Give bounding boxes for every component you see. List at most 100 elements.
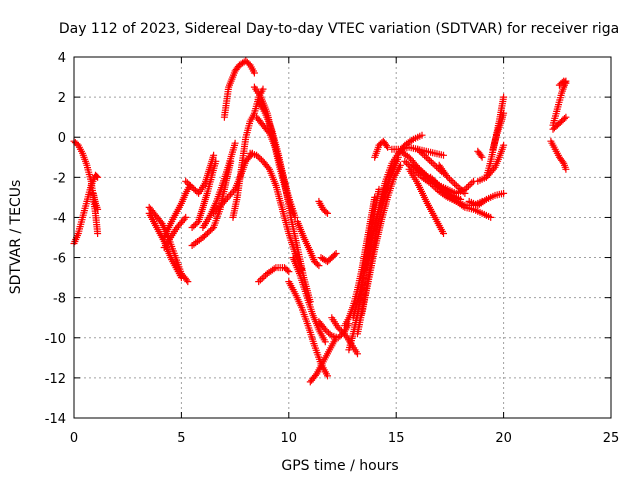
data-point <box>324 372 331 380</box>
data-point <box>500 141 508 149</box>
data-point <box>183 179 191 187</box>
series-arc-48 <box>547 137 570 173</box>
data-point <box>264 164 272 172</box>
data-point <box>190 185 198 193</box>
series-arc-38 <box>405 165 447 237</box>
y-tick-label: -4 <box>53 211 66 226</box>
x-tick-label: 10 <box>281 431 298 446</box>
data-point <box>336 325 344 333</box>
data-point <box>428 175 436 183</box>
series-arc-42 <box>435 161 469 197</box>
x-axis-title: GPS time / hours <box>281 458 398 474</box>
y-tick-label: 4 <box>58 51 66 66</box>
data-point <box>487 213 495 221</box>
data-point <box>463 184 471 192</box>
data-point <box>413 165 421 172</box>
data-point <box>336 332 344 340</box>
data-point <box>187 182 194 190</box>
y-tick-label: 0 <box>58 131 66 146</box>
data-point <box>418 131 426 139</box>
series-arc-19 <box>255 264 293 286</box>
series-arc-41 <box>427 173 495 221</box>
series-arc-9 <box>188 157 220 231</box>
data-point <box>440 151 447 159</box>
data-point <box>315 262 323 270</box>
series-arc-43 <box>465 189 508 209</box>
data-point <box>404 161 412 168</box>
plot-frame <box>73 56 612 419</box>
data-point <box>409 161 417 169</box>
chart-title: Day 112 of 2023, Sidereal Day-to-day VTE… <box>59 21 619 37</box>
data-point <box>322 208 330 216</box>
x-tick-label: 0 <box>70 431 78 446</box>
data-points <box>70 57 570 386</box>
series-arc-40 <box>414 145 447 159</box>
grid <box>74 57 611 418</box>
data-point <box>331 251 339 259</box>
series-arc-20 <box>285 278 331 380</box>
data-point <box>285 268 293 276</box>
data-point <box>188 224 196 231</box>
data-point <box>401 157 409 165</box>
data-point <box>255 278 263 286</box>
data-point <box>188 183 196 191</box>
data-point <box>212 157 220 165</box>
data-point <box>211 208 219 216</box>
data-point <box>456 185 464 193</box>
data-point <box>193 219 201 227</box>
data-point <box>227 157 235 165</box>
y-tick-label: 2 <box>58 91 66 106</box>
y-tick-label: -8 <box>53 292 66 307</box>
data-point <box>217 201 225 209</box>
data-point <box>424 155 432 163</box>
data-point <box>256 276 264 284</box>
data-point <box>260 273 268 281</box>
series-arc-2 <box>70 171 102 247</box>
data-point <box>354 350 361 358</box>
series-arc-47 <box>489 109 508 153</box>
data-point <box>231 139 239 147</box>
data-point <box>426 157 434 164</box>
data-point <box>93 172 101 180</box>
series-arc-11 <box>220 57 258 121</box>
data-point <box>451 180 459 188</box>
series-arc-1 <box>70 137 102 237</box>
data-point <box>94 205 102 213</box>
series-arc-45 <box>474 141 508 185</box>
data-point <box>210 151 218 159</box>
data-point <box>213 206 221 214</box>
series-arc-21 <box>289 254 329 346</box>
data-point <box>468 179 476 187</box>
data-point <box>432 178 440 186</box>
data-point <box>334 324 342 332</box>
data-point <box>321 326 329 334</box>
x-tick-label: 15 <box>388 431 405 446</box>
data-point <box>94 173 102 181</box>
series-arc-8 <box>182 151 218 197</box>
data-point <box>447 177 455 184</box>
data-point <box>500 109 508 117</box>
data-point <box>500 189 508 197</box>
series-arc-44 <box>474 147 486 161</box>
data-point <box>326 330 334 338</box>
series-arc-12 <box>188 157 235 249</box>
data-point <box>208 225 216 233</box>
series-arc-3 <box>89 189 102 213</box>
data-point <box>321 338 329 346</box>
data-point <box>222 196 230 204</box>
data-point <box>440 230 447 237</box>
y-tick-label: -14 <box>45 412 66 427</box>
data-point <box>177 274 185 282</box>
x-tick-labels: 0 5 10 15 20 25 <box>70 431 619 446</box>
x-tick-label: 5 <box>177 431 185 446</box>
series-arc-51 <box>555 77 570 89</box>
data-point <box>384 143 392 151</box>
data-point <box>182 213 190 221</box>
series-arc-32 <box>358 161 404 318</box>
x-tick-label: 20 <box>495 431 512 446</box>
data-point <box>219 199 227 207</box>
data-point <box>397 161 404 169</box>
data-point <box>411 163 419 171</box>
data-point <box>325 329 332 337</box>
